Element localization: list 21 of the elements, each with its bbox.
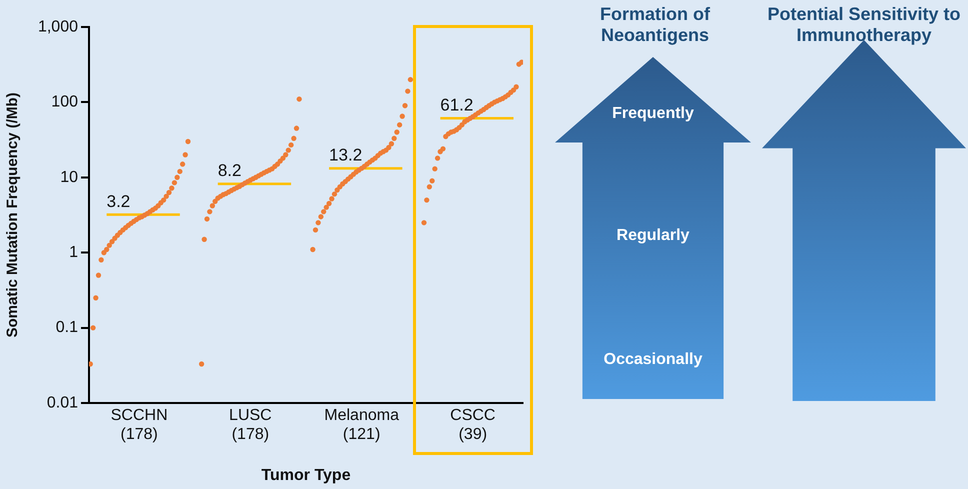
x-tick-label: LUSC (178) xyxy=(229,407,272,444)
data-label: 3.2 xyxy=(106,192,130,211)
y-tick-label: 1,000 xyxy=(38,18,78,36)
y-tick-label: 10 xyxy=(60,168,78,186)
y-axis-title: Somatic Mutation Frequency (/Mb) xyxy=(4,92,22,338)
y-tick-label: 1 xyxy=(69,244,78,262)
text: Frequently xyxy=(611,105,695,123)
x-tick-label: CSCC (39) xyxy=(450,407,496,444)
y-tick-label: 0.1 xyxy=(56,319,78,336)
data-label: 61.2 xyxy=(440,95,474,114)
data-label: 8.2 xyxy=(218,161,242,180)
y-tick-label: 100 xyxy=(51,94,78,111)
data-label: 13.2 xyxy=(329,146,362,165)
x-tick-label: SCCHN (178) xyxy=(110,407,168,444)
x-axis-title: Tumor Type xyxy=(261,466,351,484)
text: Regularly xyxy=(616,227,690,245)
text: Occasionally xyxy=(602,351,704,369)
y-tick-label: 0.01 xyxy=(46,394,78,412)
text: Potential Sensitivity to Immunotherapy xyxy=(766,4,962,46)
x-tick-label: Melanoma (121) xyxy=(324,407,400,444)
text: Formation of Neoantigens xyxy=(599,4,711,46)
